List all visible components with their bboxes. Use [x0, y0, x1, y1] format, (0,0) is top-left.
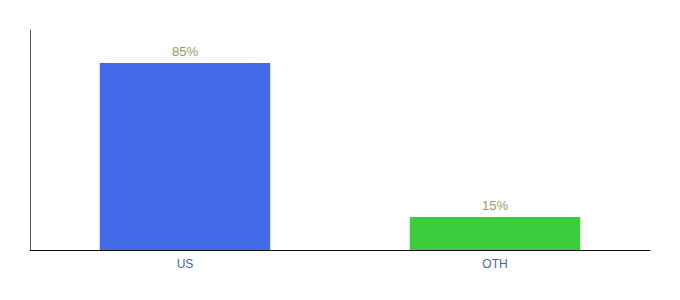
svg-text:OTH: OTH — [482, 257, 507, 271]
svg-text:15%: 15% — [482, 198, 508, 213]
svg-text:US: US — [177, 257, 194, 271]
svg-text:85%: 85% — [172, 44, 198, 59]
